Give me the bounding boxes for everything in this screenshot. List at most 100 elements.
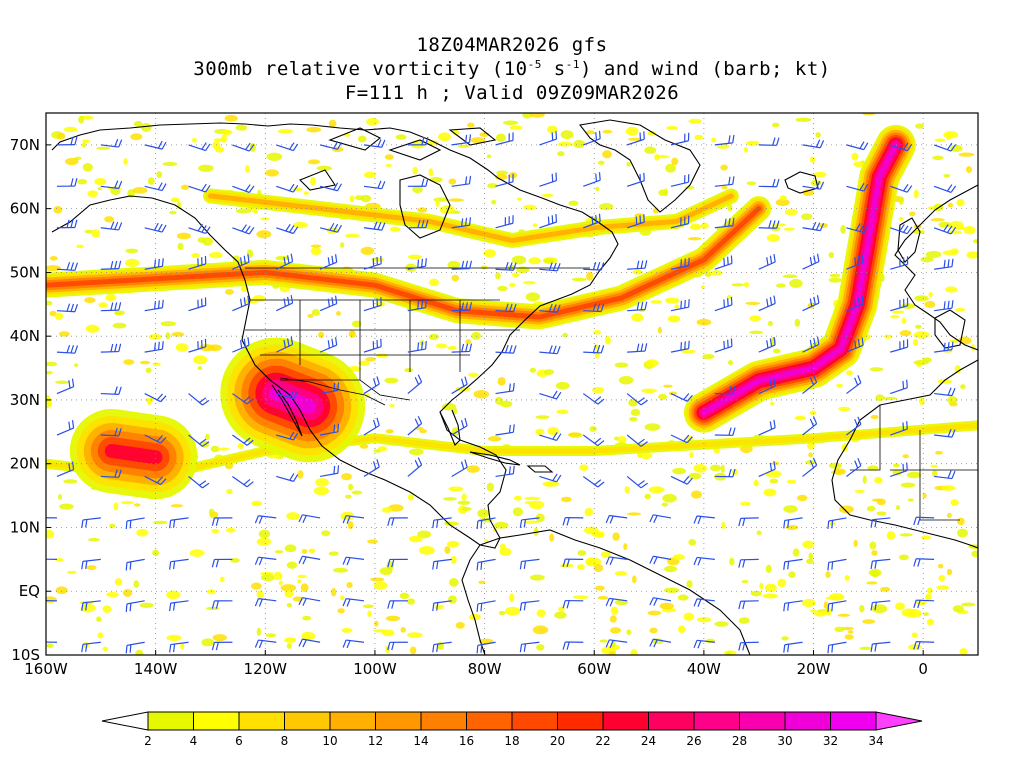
vorticity-speckle [750,590,762,597]
vorticity-speckle [46,397,52,406]
vorticity-speckle [898,196,904,205]
vorticity-speckle [783,227,796,231]
vorticity-speckle [511,255,527,265]
wind-barb [933,224,957,235]
wind-barb [846,375,862,395]
vorticity-speckle [749,315,762,322]
lon-tick-label: 80W [468,660,502,678]
map-frame [45,112,979,656]
vorticity-speckle [529,367,537,373]
wind-barb [539,473,562,483]
wind-barb [934,470,956,480]
wind-barb [870,558,891,570]
vorticity-speckle [823,601,829,610]
vorticity-speckle [286,561,298,569]
wind-barb [276,390,299,400]
vorticity-speckle [102,605,112,613]
vorticity-speckle [871,604,888,614]
lat-tick-label: 70N [10,136,40,154]
wind-barb [232,142,255,152]
vorticity-speckle [610,606,619,615]
wind-barb [476,641,496,654]
vorticity-speckle [524,501,533,505]
wind-barb [626,131,645,146]
wind-barb [298,638,321,648]
wind-barb [100,302,122,312]
vorticity-speckle [765,564,772,573]
vorticity-speckle [950,144,963,152]
vorticity-speckle [235,208,252,214]
wind-barb [363,338,382,353]
wind-barb [100,386,122,395]
wind-barb [605,597,628,607]
wind-barb [934,387,956,397]
vorticity-speckle [419,546,435,555]
vorticity-speckle [340,595,345,601]
wind-barb [298,597,321,606]
vorticity-speckle [535,415,550,420]
wind-barb [827,641,847,654]
wind-barb [714,468,736,478]
vorticity-speckle [206,589,216,595]
wind-barb [495,303,517,313]
vorticity-speckle [197,237,206,243]
vorticity-speckle [491,199,497,205]
vorticity-speckle [971,550,978,558]
vorticity-speckle [952,605,965,613]
africa-borders [850,405,978,521]
wind-barb [846,223,869,234]
vorticity-speckle [557,151,565,157]
vorticity-speckle [139,602,154,608]
vorticity-speckle [630,408,641,417]
wind-barb [451,417,468,436]
vorticity-speckle [123,359,135,365]
vorticity-speckle [930,464,939,468]
colorbar-label: 32 [823,734,838,748]
vorticity-speckle [720,164,728,171]
vorticity-speckle [595,186,600,192]
vorticity-speckle [641,388,657,393]
vorticity-speckle [530,574,545,581]
wind-barb [693,598,715,607]
vorticity-speckle [86,565,97,571]
vorticity-speckle [344,233,360,238]
vorticity-speckle [122,588,133,597]
vorticity-speckle [192,355,208,365]
vorticity-speckle [522,280,536,285]
vorticity-speckle [776,283,786,288]
wind-barb [562,517,584,526]
vorticity-speckle [688,538,697,546]
wind-barb [188,393,210,406]
wind-barb [363,297,382,312]
vorticity-speckle [586,271,594,281]
vorticity-speckle [769,401,775,406]
vorticity-speckle [284,544,297,553]
vorticity-speckle [593,330,601,335]
wind-barb [56,461,75,478]
vorticity-speckle [665,163,676,173]
vorticity-speckle [557,141,573,147]
vorticity-speckle [892,310,905,314]
lon-tick-label: 0 [918,660,928,678]
vorticity-speckle [219,576,225,583]
vorticity-speckle [541,193,554,197]
wind-barb [319,141,342,150]
wind-barb [913,558,935,567]
vorticity-speckle [577,550,587,556]
wind-barb [363,459,380,477]
vorticity-speckle [556,409,569,415]
colorbar-swatch [693,711,740,731]
vorticity-speckle [871,550,878,556]
vorticity-speckle [451,274,460,282]
colorbar-swatch [329,711,376,731]
vorticity-speckle [938,221,952,228]
vorticity-speckle [956,199,965,207]
vorticity-speckle [447,260,461,270]
vorticity-speckle [561,496,572,503]
vorticity-speckle [726,651,732,655]
vorticity-speckle [444,546,451,554]
vorticity-speckle [359,443,369,449]
vorticity-speckle [328,119,337,128]
vorticity-speckle [602,150,612,159]
